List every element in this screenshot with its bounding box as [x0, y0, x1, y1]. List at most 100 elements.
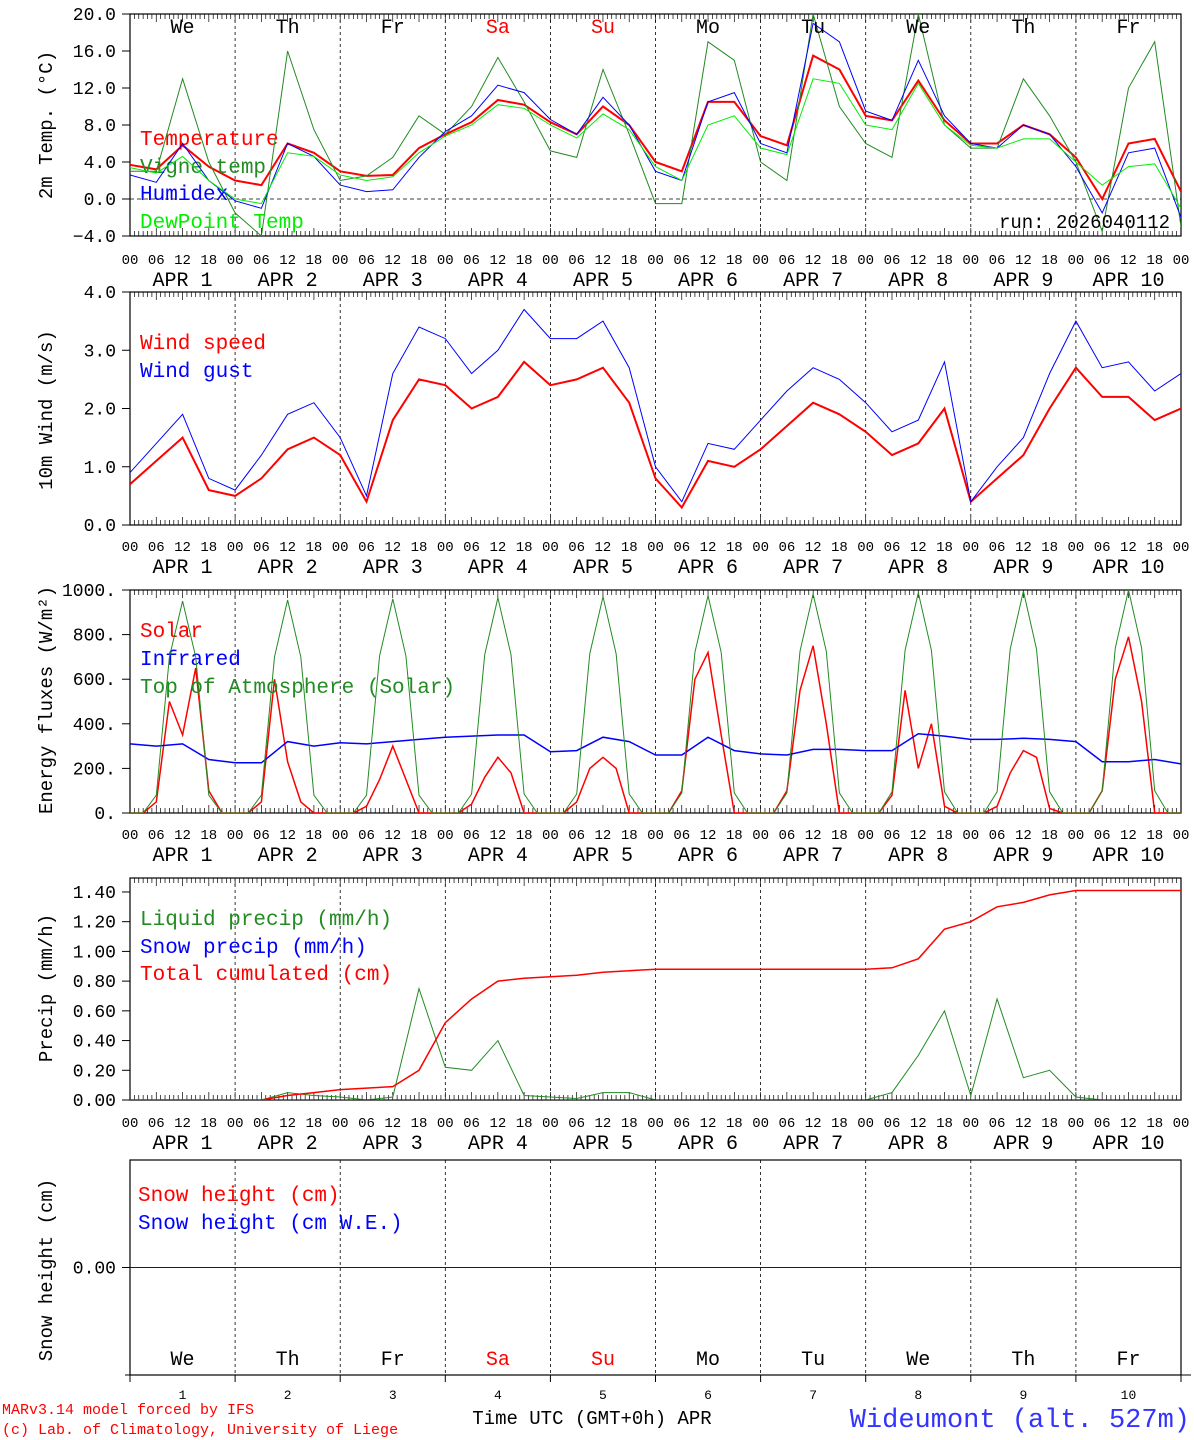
day-number: 9 [1019, 1388, 1027, 1403]
x-hour-label: 00 [332, 540, 349, 556]
x-hour-label: 06 [989, 828, 1006, 844]
x-hour-label: 06 [673, 253, 690, 269]
x-hour-label: 00 [1173, 828, 1190, 844]
x-day-label: APR 10 [1092, 1133, 1164, 1156]
x-day-label: APR 2 [258, 845, 318, 868]
x-hour-label: 18 [411, 540, 428, 556]
y-axis-label: Precip (mm/h) [36, 914, 58, 1062]
x-hour-label: 18 [1146, 1116, 1163, 1132]
series-line-wind-gust [130, 308, 1181, 503]
x-hour-label: 18 [1146, 253, 1163, 269]
y-tick-label: 800. [73, 627, 116, 647]
x-hour-label: 12 [1120, 253, 1137, 269]
weekday-label-bottom: Tu [801, 1349, 825, 1372]
x-day-label: APR 6 [678, 557, 738, 580]
x-hour-label: 12 [489, 253, 506, 269]
x-hour-label: 18 [411, 1116, 428, 1132]
x-hour-label: 00 [122, 828, 139, 844]
x-hour-label: 00 [437, 1116, 454, 1132]
weekday-label-top: Sa [486, 17, 510, 40]
x-hour-label: 06 [673, 1116, 690, 1132]
x-hour-label: 06 [253, 540, 270, 556]
weekday-label-bottom: Fr [1116, 1349, 1140, 1372]
model-credit: MARv3.14 model forced by IFS [2, 1402, 254, 1419]
x-hour-label: 12 [805, 1116, 822, 1132]
x-day-label: APR 9 [993, 557, 1053, 580]
weekday-label-bottom: Su [591, 1349, 615, 1372]
x-hour-label: 12 [595, 1116, 612, 1132]
x-hour-label: 12 [279, 828, 296, 844]
x-hour-label: 06 [568, 253, 585, 269]
x-day-label: APR 2 [258, 270, 318, 293]
x-hour-label: 00 [647, 253, 664, 269]
weekday-label-bottom: Th [1011, 1349, 1035, 1372]
weekday-label-bottom: Sa [486, 1349, 510, 1372]
x-hour-label: 00 [752, 540, 769, 556]
x-hour-label: 06 [673, 828, 690, 844]
x-hour-label: 18 [516, 828, 533, 844]
x-hour-label: 12 [910, 828, 927, 844]
x-hour-label: 00 [1173, 253, 1190, 269]
y-tick-label: 1000. [62, 582, 116, 602]
x-hour-label: 12 [910, 253, 927, 269]
panel-temp: 00 06 12 18 00 06 12 18 00 06 12 18 00 06 12 18 00 06 12 18… [36, 6, 1189, 293]
x-hour-label: 00 [1173, 1116, 1190, 1132]
x-hour-label: 12 [279, 1116, 296, 1132]
y-tick-label: 600. [73, 671, 116, 691]
weekday-label-bottom: We [171, 1349, 195, 1372]
y-tick-label: 400. [73, 716, 116, 736]
x-hour-label: 12 [384, 253, 401, 269]
x-hour-label: 18 [831, 828, 848, 844]
x-hour-label: 00 [227, 828, 244, 844]
weekday-label-top: Fr [381, 17, 405, 40]
x-day-label: APR 1 [153, 845, 213, 868]
x-hour-label: 06 [358, 540, 375, 556]
x-hour-label: 06 [884, 1116, 901, 1132]
legend-entry: Infrared [140, 649, 241, 672]
x-hour-label: 12 [384, 1116, 401, 1132]
x-hour-label: 12 [1120, 828, 1137, 844]
legend-entry: Top of Atmosphere (Solar) [140, 677, 455, 700]
y-tick-label: 0.0 [84, 517, 116, 537]
x-hour-label: 00 [542, 540, 559, 556]
x-hour-label: 06 [884, 253, 901, 269]
x-hour-label: 18 [936, 1116, 953, 1132]
x-day-label: APR 8 [888, 1133, 948, 1156]
series-line-temperature [130, 54, 1181, 202]
x-hour-label: 00 [962, 1116, 979, 1132]
x-day-label: APR 10 [1092, 557, 1164, 580]
x-hour-label: 18 [726, 1116, 743, 1132]
x-day-label: APR 8 [888, 557, 948, 580]
x-hour-label: 12 [174, 253, 191, 269]
x-hour-label: 00 [437, 253, 454, 269]
x-hour-label: 18 [200, 540, 217, 556]
legend-entry: Liquid precip (mm/h) [140, 909, 392, 932]
x-day-label: APR 6 [678, 845, 738, 868]
x-hour-label: 00 [437, 828, 454, 844]
x-hour-label: 12 [910, 1116, 927, 1132]
series-line-solar [130, 636, 1181, 813]
x-hour-label: 12 [910, 540, 927, 556]
x-hour-label: 12 [1120, 540, 1137, 556]
x-day-label: APR 1 [153, 1133, 213, 1156]
x-day-label: APR 5 [573, 1133, 633, 1156]
x-day-label: APR 9 [993, 845, 1053, 868]
x-hour-label: 00 [857, 828, 874, 844]
day-number: 3 [389, 1388, 397, 1403]
x-hour-label: 00 [647, 1116, 664, 1132]
x-hour-label: 06 [778, 253, 795, 269]
legend-entry: Snow height (cm) [138, 1185, 340, 1208]
x-hour-label: 06 [358, 1116, 375, 1132]
y-tick-label: 0.0 [84, 191, 116, 211]
x-hour-label: 18 [936, 540, 953, 556]
x-hour-label: 06 [778, 828, 795, 844]
y-tick-label: 1.00 [73, 943, 116, 963]
y-tick-label: 2.0 [84, 401, 116, 421]
x-hour-label: 00 [122, 1116, 139, 1132]
x-day-label: APR 1 [153, 270, 213, 293]
x-hour-label: 00 [542, 1116, 559, 1132]
x-hour-label: 06 [568, 828, 585, 844]
day-number: 6 [704, 1388, 712, 1403]
weekday-label-bottom: Fr [381, 1349, 405, 1372]
x-hour-label: 12 [1120, 1116, 1137, 1132]
